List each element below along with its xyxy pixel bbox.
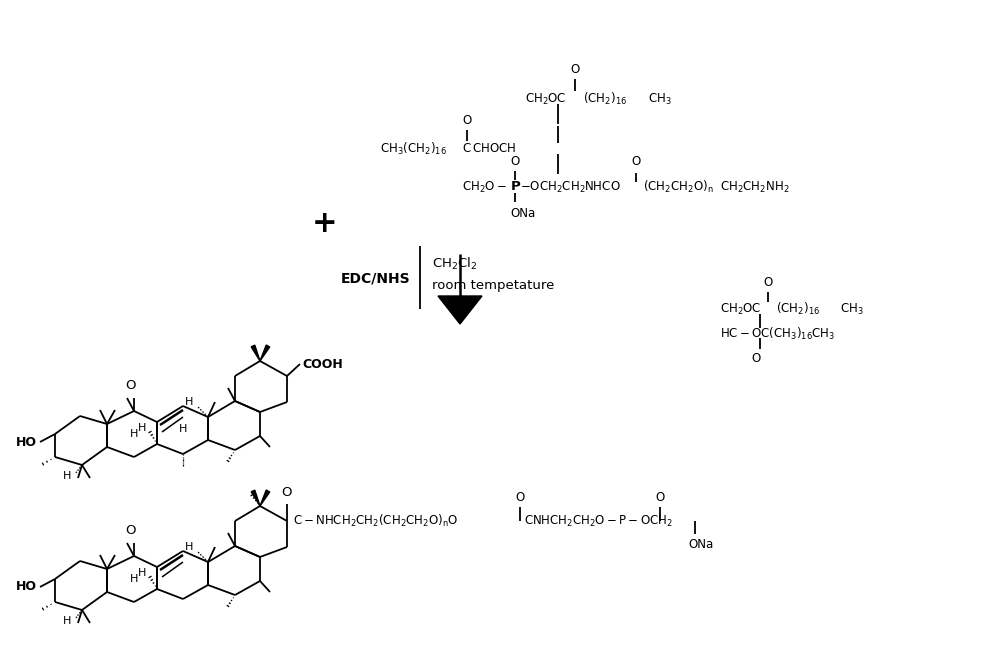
Text: $\mathregular{C}$: $\mathregular{C}$ bbox=[462, 143, 472, 156]
Text: HO: HO bbox=[16, 436, 37, 449]
Text: $\mathregular{CH_2O-}$: $\mathregular{CH_2O-}$ bbox=[462, 179, 507, 194]
Text: O: O bbox=[570, 63, 580, 76]
Text: $\mathregular{HC-OC(CH_3)_{16}CH_3}$: $\mathregular{HC-OC(CH_3)_{16}CH_3}$ bbox=[720, 326, 835, 342]
Text: room tempetature: room tempetature bbox=[432, 279, 554, 292]
Text: O: O bbox=[763, 276, 773, 289]
Text: ONa: ONa bbox=[510, 207, 535, 220]
Text: $\mathregular{CH_3}$: $\mathregular{CH_3}$ bbox=[648, 92, 672, 107]
Polygon shape bbox=[260, 345, 270, 361]
Text: $\mathregular{CH_2OC}$: $\mathregular{CH_2OC}$ bbox=[720, 301, 762, 317]
Text: $\mathregular{CH_2OC}$: $\mathregular{CH_2OC}$ bbox=[525, 92, 567, 107]
Text: EDC/NHS: EDC/NHS bbox=[340, 272, 410, 286]
Text: ONa: ONa bbox=[688, 538, 713, 551]
Text: O: O bbox=[510, 155, 520, 168]
Text: O: O bbox=[125, 524, 135, 537]
Text: H: H bbox=[185, 542, 193, 552]
Text: COOH: COOH bbox=[302, 358, 343, 371]
Text: O: O bbox=[751, 352, 761, 365]
Text: H: H bbox=[63, 616, 71, 626]
Text: $\mathregular{CH_2Cl_2}$: $\mathregular{CH_2Cl_2}$ bbox=[432, 256, 478, 272]
Text: H: H bbox=[130, 429, 138, 439]
Text: O: O bbox=[125, 379, 135, 392]
Text: $\mathregular{CH_2CH_2NH_2}$: $\mathregular{CH_2CH_2NH_2}$ bbox=[720, 179, 790, 194]
Text: $\mathregular{-OCH_2CH_2NHCO}$: $\mathregular{-OCH_2CH_2NHCO}$ bbox=[520, 179, 621, 194]
Text: O: O bbox=[655, 491, 665, 504]
Text: O: O bbox=[462, 114, 472, 127]
Text: $\mathregular{CNHCH_2CH_2O-P-OCH_2}$: $\mathregular{CNHCH_2CH_2O-P-OCH_2}$ bbox=[524, 513, 673, 528]
Polygon shape bbox=[438, 296, 482, 324]
Text: O: O bbox=[515, 491, 525, 504]
Text: H: H bbox=[179, 424, 187, 434]
Text: H: H bbox=[63, 471, 71, 481]
Text: H: H bbox=[138, 423, 146, 433]
Text: $\mathregular{P}$: $\mathregular{P}$ bbox=[510, 181, 521, 194]
Text: H: H bbox=[130, 574, 138, 584]
Polygon shape bbox=[251, 345, 260, 361]
Text: $\mathregular{C-NHCH_2CH_2(CH_2CH_2O)_nO}$: $\mathregular{C-NHCH_2CH_2(CH_2CH_2O)_nO… bbox=[293, 513, 459, 529]
Text: O: O bbox=[282, 486, 292, 499]
Text: $\mathregular{CH_3}$: $\mathregular{CH_3}$ bbox=[840, 301, 864, 317]
Text: $\mathregular{CHOCH}$: $\mathregular{CHOCH}$ bbox=[472, 143, 516, 156]
Text: H: H bbox=[138, 568, 146, 578]
Text: O: O bbox=[631, 155, 641, 168]
Polygon shape bbox=[260, 490, 270, 506]
Text: $\mathregular{(CH_2)_{16}}$: $\mathregular{(CH_2)_{16}}$ bbox=[776, 301, 820, 317]
Text: H: H bbox=[185, 397, 193, 407]
Text: $\mathregular{(CH_2CH_2O)_n}$: $\mathregular{(CH_2CH_2O)_n}$ bbox=[643, 179, 714, 195]
Text: +: + bbox=[312, 209, 338, 239]
Text: HO: HO bbox=[16, 581, 37, 593]
Text: $\mathregular{CH_3(CH_2)_{16}}$: $\mathregular{CH_3(CH_2)_{16}}$ bbox=[380, 141, 447, 157]
Text: $\mathregular{(CH_2)_{16}}$: $\mathregular{(CH_2)_{16}}$ bbox=[583, 91, 627, 107]
Polygon shape bbox=[251, 490, 260, 506]
